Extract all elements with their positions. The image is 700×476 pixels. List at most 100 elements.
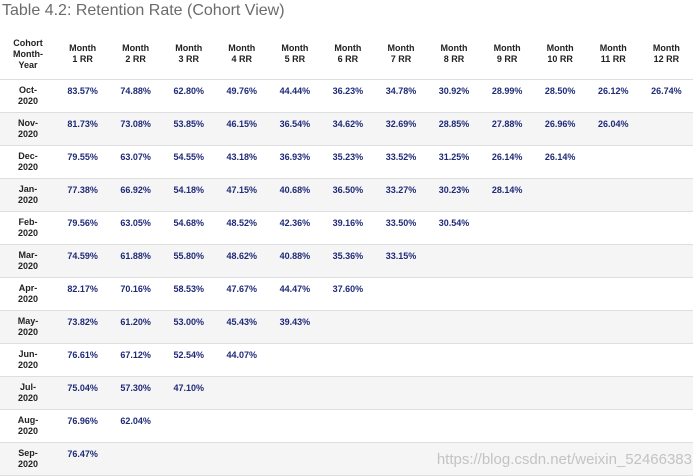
retention-value: 76.96% <box>67 415 98 426</box>
retention-value: 28.50% <box>544 85 576 96</box>
retention-value: 54.68% <box>173 217 204 228</box>
header-text: Month <box>440 43 468 54</box>
retention-cell: 76.96% <box>56 409 109 442</box>
retention-value: 27.88% <box>491 118 523 129</box>
retention-cell: 47.67% <box>215 277 268 310</box>
retention-cell <box>481 277 534 310</box>
header-text: Month <box>175 43 203 54</box>
header-month-7: Month 7 RR <box>374 30 428 80</box>
retention-cell: 62.04% <box>109 409 162 442</box>
header-text: Month <box>228 43 256 54</box>
retention-cell: 39.43% <box>268 310 321 343</box>
retention-cell <box>587 310 640 343</box>
retention-value: 33.27% <box>385 184 417 195</box>
retention-cell: 54.18% <box>162 178 215 211</box>
retention-cell <box>481 310 534 343</box>
retention-value: 36.93% <box>279 151 311 162</box>
header-month-9: Month 9 RR <box>480 30 534 80</box>
retention-table-container: Cohort Month- Year Month 1 RR Month 2 RR Month 3… <box>0 30 693 476</box>
retention-value: 28.85% <box>438 118 470 129</box>
retention-cell <box>481 376 534 409</box>
retention-cell: 62.80% <box>162 79 215 112</box>
retention-value: 63.05% <box>120 217 151 228</box>
header-text: 5 RR <box>284 54 306 65</box>
cohort-cell: Feb- 2020 <box>0 211 56 244</box>
retention-cell <box>534 277 587 310</box>
cohort-cell: Nov- 2020 <box>0 112 56 145</box>
header-text: 11 RR <box>600 54 626 65</box>
retention-value: 52.54% <box>173 349 204 360</box>
retention-cell <box>321 376 374 409</box>
retention-cell <box>268 376 321 409</box>
retention-cell <box>321 310 374 343</box>
retention-cell <box>481 244 534 277</box>
retention-value: 74.59% <box>67 250 98 261</box>
retention-cell: 70.16% <box>109 277 162 310</box>
retention-cell <box>428 310 481 343</box>
retention-cell: 48.52% <box>215 211 268 244</box>
retention-cell: 46.15% <box>215 112 268 145</box>
retention-cell <box>587 178 640 211</box>
retention-value: 75.04% <box>67 382 98 393</box>
header-text: Year <box>18 59 38 70</box>
retention-cell <box>587 244 640 277</box>
retention-value: 82.17% <box>67 283 98 294</box>
retention-cell <box>374 343 427 376</box>
retention-cell <box>428 277 481 310</box>
header-text: Month <box>599 43 627 54</box>
retention-cell: 33.27% <box>374 178 427 211</box>
retention-value: 79.55% <box>67 151 98 162</box>
cohort-label: 2020 <box>18 425 39 436</box>
retention-cell <box>268 409 321 442</box>
retention-value: 33.15% <box>385 250 417 261</box>
retention-value: 62.04% <box>120 415 151 426</box>
cohort-cell: Apr- 2020 <box>0 277 56 310</box>
retention-value: 76.61% <box>67 349 98 360</box>
retention-cell <box>321 442 374 475</box>
retention-value: 47.67% <box>226 283 258 294</box>
header-row: Cohort Month- Year Month 1 RR Month 2 RR Month 3… <box>0 30 693 80</box>
retention-value: 83.57% <box>67 85 98 96</box>
retention-value: 34.62% <box>332 118 364 129</box>
table-row: May- 2020 73.82% 61.20% 53.00% 45.43% 39.43% <box>0 310 693 343</box>
retention-value: 46.15% <box>226 118 258 129</box>
retention-cell: 28.50% <box>534 79 587 112</box>
cohort-cell: Jul- 2020 <box>0 376 56 409</box>
retention-value: 67.12% <box>120 349 151 360</box>
cohort-label: 2020 <box>18 458 39 469</box>
header-text: 4 RR <box>231 54 253 65</box>
retention-value: 42.36% <box>279 217 311 228</box>
table-row: Feb- 2020 79.56% 63.05% 54.68% 48.52% 42.36% 39… <box>0 211 693 244</box>
retention-cell: 26.14% <box>481 145 534 178</box>
retention-cell <box>428 244 481 277</box>
retention-value: 43.18% <box>226 151 258 162</box>
header-text: 1 RR <box>72 54 93 65</box>
retention-cell <box>534 244 587 277</box>
retention-cell: 36.93% <box>268 145 321 178</box>
cohort-label: Dec- <box>18 150 38 161</box>
retention-cell: 36.54% <box>268 112 321 145</box>
retention-cell <box>215 409 268 442</box>
retention-cell: 79.55% <box>56 145 109 178</box>
retention-value: 31.25% <box>438 151 470 162</box>
retention-cell <box>640 211 693 244</box>
retention-cell: 28.99% <box>481 79 534 112</box>
retention-value: 73.08% <box>120 118 151 129</box>
retention-cell <box>587 376 640 409</box>
retention-cell: 28.85% <box>428 112 481 145</box>
retention-cell: 34.62% <box>321 112 374 145</box>
cohort-label: 2020 <box>18 194 39 205</box>
retention-cell <box>215 442 268 475</box>
retention-cell <box>481 211 534 244</box>
retention-cell <box>268 442 321 475</box>
retention-cell: 67.12% <box>109 343 162 376</box>
header-text: Cohort <box>13 37 43 48</box>
header-cohort: Cohort Month- Year <box>0 30 57 80</box>
retention-value: 40.88% <box>279 250 311 261</box>
retention-value: 34.78% <box>385 85 417 96</box>
header-text: 10 RR <box>547 54 573 65</box>
retention-cell <box>640 244 693 277</box>
retention-value: 26.12% <box>597 85 629 96</box>
retention-cell <box>640 310 693 343</box>
retention-value: 32.69% <box>385 118 417 129</box>
